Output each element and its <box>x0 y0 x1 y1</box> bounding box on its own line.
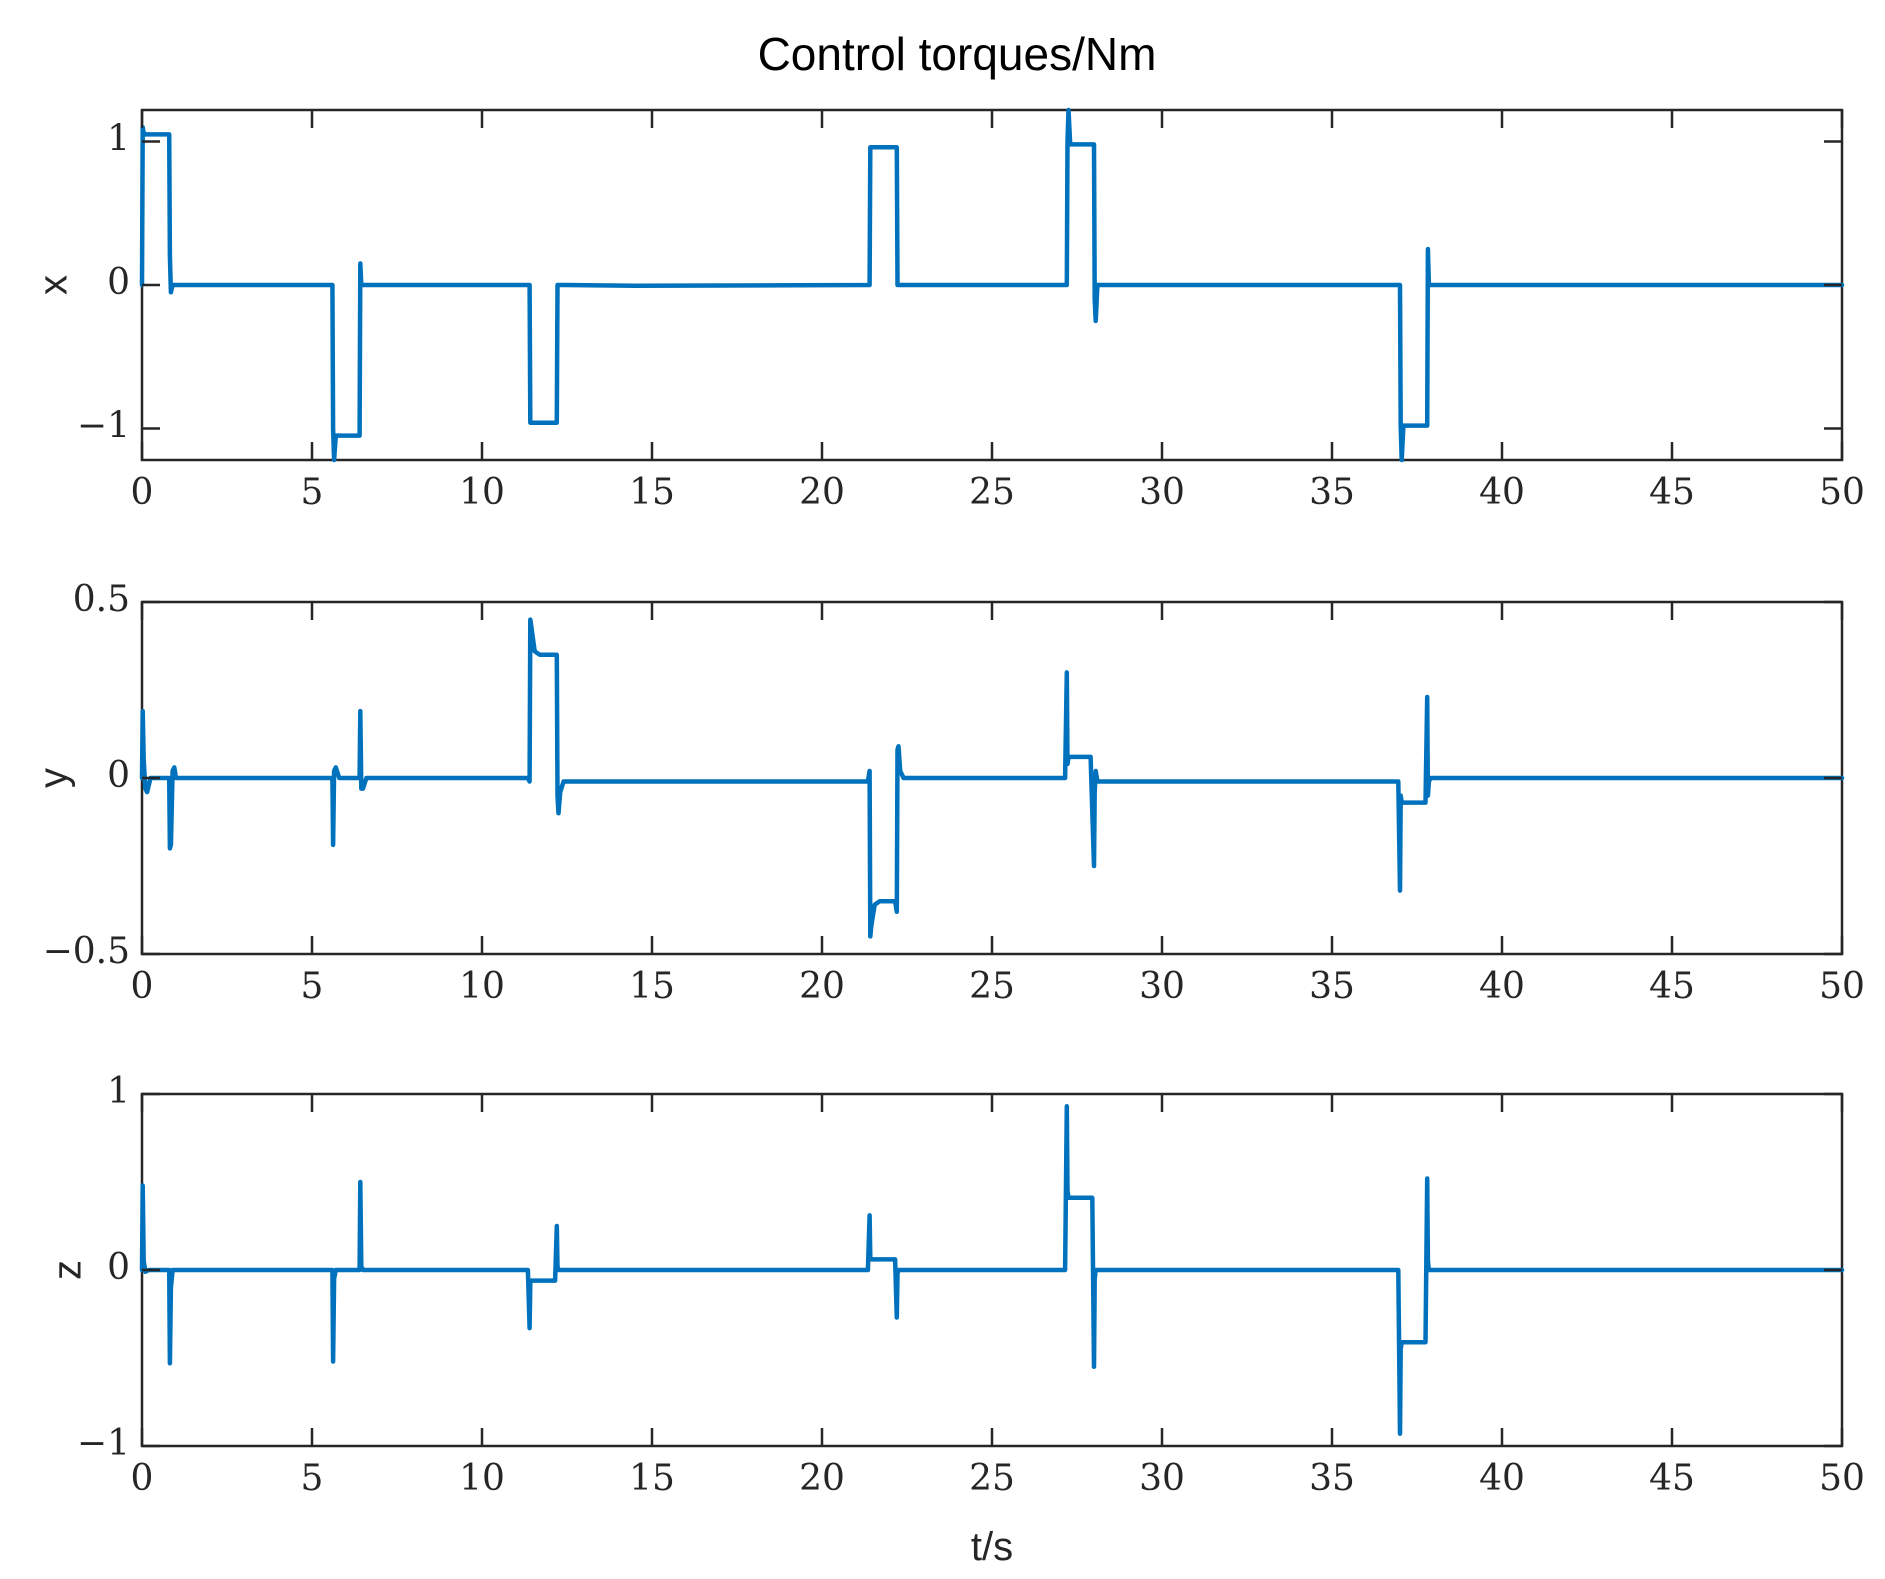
xtick-label-x-3: 15 <box>629 472 675 513</box>
ytick-label-x-0: −1 <box>77 405 130 446</box>
xtick-label-z-8: 40 <box>1479 1458 1525 1499</box>
xtick-label-x-4: 20 <box>799 472 845 513</box>
xtick-label-z-4: 20 <box>799 1458 845 1499</box>
xtick-label-x-8: 40 <box>1479 472 1525 513</box>
ylabel-z: z <box>46 1260 90 1280</box>
series-layer-z <box>139 1104 1845 1436</box>
xtick-label-z-5: 25 <box>969 1458 1015 1499</box>
ytick-label-y-1: 0 <box>107 755 130 796</box>
series-line-x-0 <box>139 107 1845 463</box>
ytick-label-z-1: 0 <box>107 1247 130 1288</box>
xtick-label-x-2: 10 <box>459 472 505 513</box>
ytick-label-x-2: 1 <box>107 119 130 160</box>
xtick-label-z-2: 10 <box>459 1458 505 1499</box>
xtick-label-y-0: 0 <box>131 966 154 1007</box>
ytick-label-z-2: 1 <box>107 1071 130 1112</box>
xtick-label-x-5: 25 <box>969 472 1015 513</box>
ytick-label-y-0: −0.5 <box>43 931 130 972</box>
figure-title: Control torques/Nm <box>758 28 1157 80</box>
xtick-label-y-3: 15 <box>629 966 675 1007</box>
x-axis-label: t/s <box>971 1525 1013 1569</box>
xtick-label-z-3: 15 <box>629 1458 675 1499</box>
ylabel-y: y <box>32 768 76 788</box>
ticks-layer-y: 0 5 10 15 20 25 30 35 40 45 50−0.500.5 <box>43 579 1865 1007</box>
xtick-label-z-7: 35 <box>1309 1458 1355 1499</box>
subplot-x: x 0 5 10 15 20 25 30 35 40 45 50−101 <box>32 107 1865 513</box>
series-layer-y <box>139 617 1845 939</box>
xtick-label-y-9: 45 <box>1649 966 1695 1007</box>
xtick-label-z-10: 50 <box>1819 1458 1865 1499</box>
xtick-label-y-4: 20 <box>799 966 845 1007</box>
xtick-label-x-0: 0 <box>131 472 154 513</box>
series-line-y-0 <box>139 617 1845 939</box>
ylabel-x: x <box>32 275 76 295</box>
xtick-label-z-1: 5 <box>301 1458 324 1499</box>
ytick-label-y-2: 0.5 <box>73 579 130 620</box>
xtick-label-x-9: 45 <box>1649 472 1695 513</box>
ticks-layer-x: 0 5 10 15 20 25 30 35 40 45 50−101 <box>77 110 1865 513</box>
xtick-label-x-1: 5 <box>301 472 324 513</box>
subplot-z: z 0 5 10 15 20 25 30 35 40 45 50−101 <box>46 1071 1865 1499</box>
series-layer-x <box>139 107 1845 463</box>
xtick-label-y-1: 5 <box>301 966 324 1007</box>
ytick-label-x-1: 0 <box>107 262 130 303</box>
xtick-label-x-10: 50 <box>1819 472 1865 513</box>
xtick-label-y-6: 30 <box>1139 966 1185 1007</box>
xtick-label-y-10: 50 <box>1819 966 1865 1007</box>
xtick-label-y-2: 10 <box>459 966 505 1007</box>
xtick-label-z-6: 30 <box>1139 1458 1185 1499</box>
xtick-label-z-0: 0 <box>131 1458 154 1499</box>
xtick-label-y-5: 25 <box>969 966 1015 1007</box>
subplot-y: y 0 5 10 15 20 25 30 35 40 45 50−0.500.5 <box>32 579 1865 1007</box>
xtick-label-y-7: 35 <box>1309 966 1355 1007</box>
series-line-z-0 <box>139 1104 1845 1436</box>
xtick-label-y-8: 40 <box>1479 966 1525 1007</box>
xtick-label-x-7: 35 <box>1309 472 1355 513</box>
xtick-label-z-9: 45 <box>1649 1458 1695 1499</box>
ticks-layer-z: 0 5 10 15 20 25 30 35 40 45 50−101 <box>77 1071 1865 1499</box>
xtick-label-x-6: 30 <box>1139 472 1185 513</box>
ytick-label-z-0: −1 <box>77 1423 130 1464</box>
